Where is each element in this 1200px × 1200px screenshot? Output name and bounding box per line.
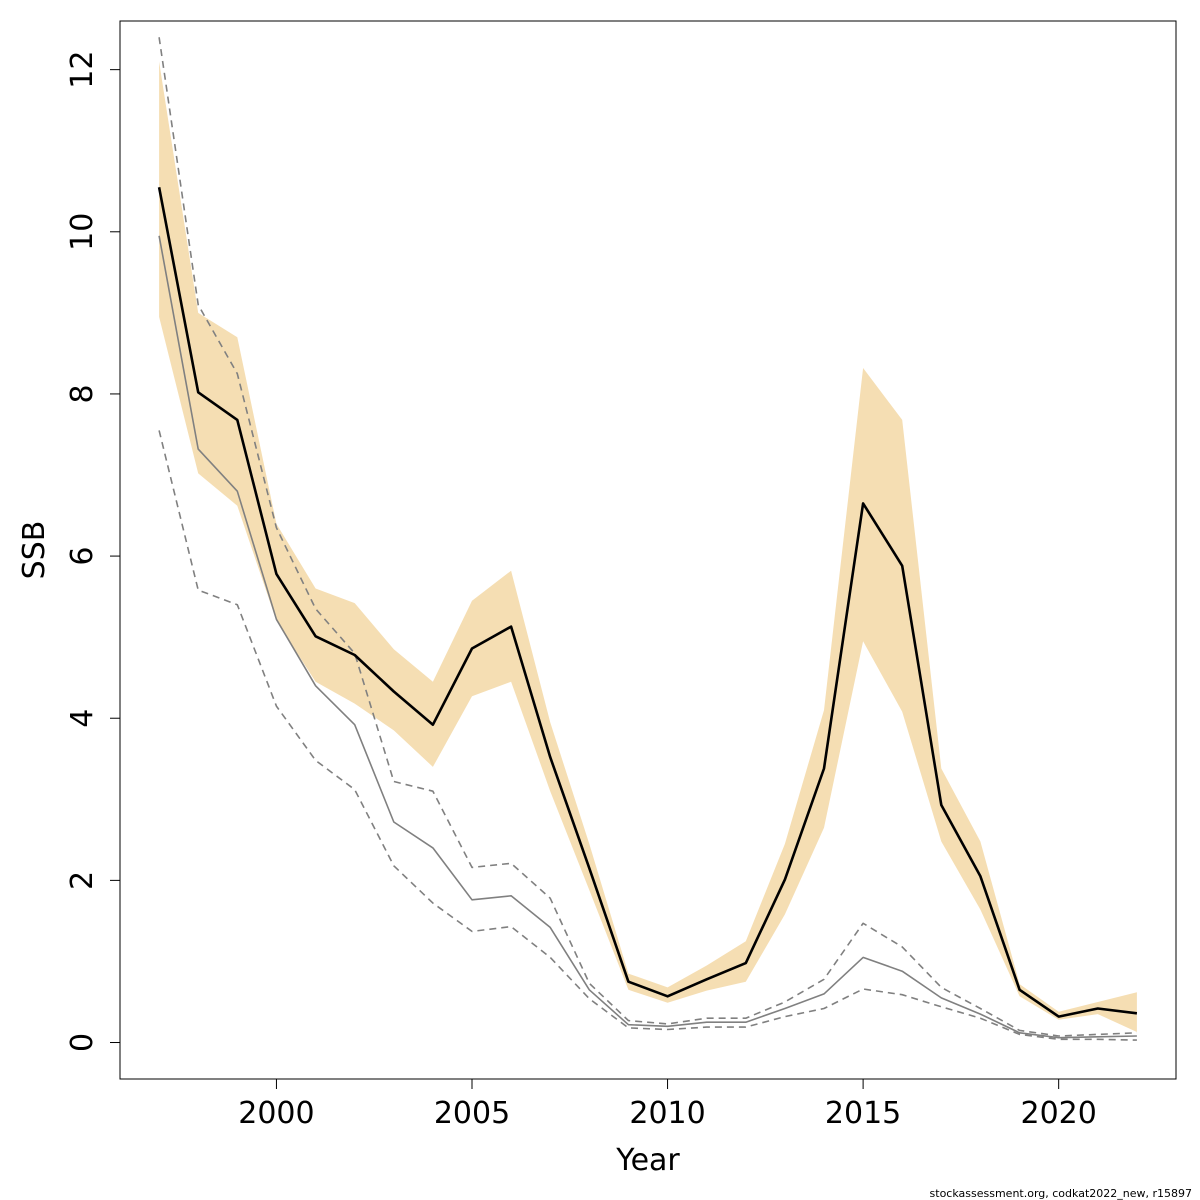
series-layer: [157, 37, 1138, 1041]
x-tick-label: 2010: [629, 1096, 705, 1131]
comparison-upper-line: [158, 37, 1137, 1037]
estimate-line: [157, 186, 1138, 1018]
y-tick-label: 12: [65, 51, 100, 89]
x-axis-title: Year: [615, 1143, 680, 1178]
footnote: stockassessment.org, codkat2022_new, r15…: [930, 1187, 1192, 1200]
x-tick-label: 2005: [434, 1096, 510, 1131]
y-tick-label: 8: [65, 384, 100, 403]
y-tick-label: 4: [65, 709, 100, 728]
y-axis: 0 2 4 6 8 10 12: [65, 51, 121, 1052]
x-tick-label: 2000: [238, 1096, 314, 1131]
y-tick-label: 6: [65, 547, 100, 566]
y-tick-label: 2: [65, 871, 100, 890]
y-tick-label: 10: [65, 213, 100, 251]
x-tick-label: 2020: [1020, 1096, 1096, 1131]
x-tick-label: 2015: [825, 1096, 901, 1131]
x-axis: 2000 2005 2010 2015 2020: [238, 1078, 1097, 1131]
y-tick-label: 0: [65, 1033, 100, 1052]
y-axis-title: SSB: [17, 521, 52, 580]
comparison-line: [158, 235, 1137, 1039]
comparison-lower-line: [158, 430, 1137, 1041]
